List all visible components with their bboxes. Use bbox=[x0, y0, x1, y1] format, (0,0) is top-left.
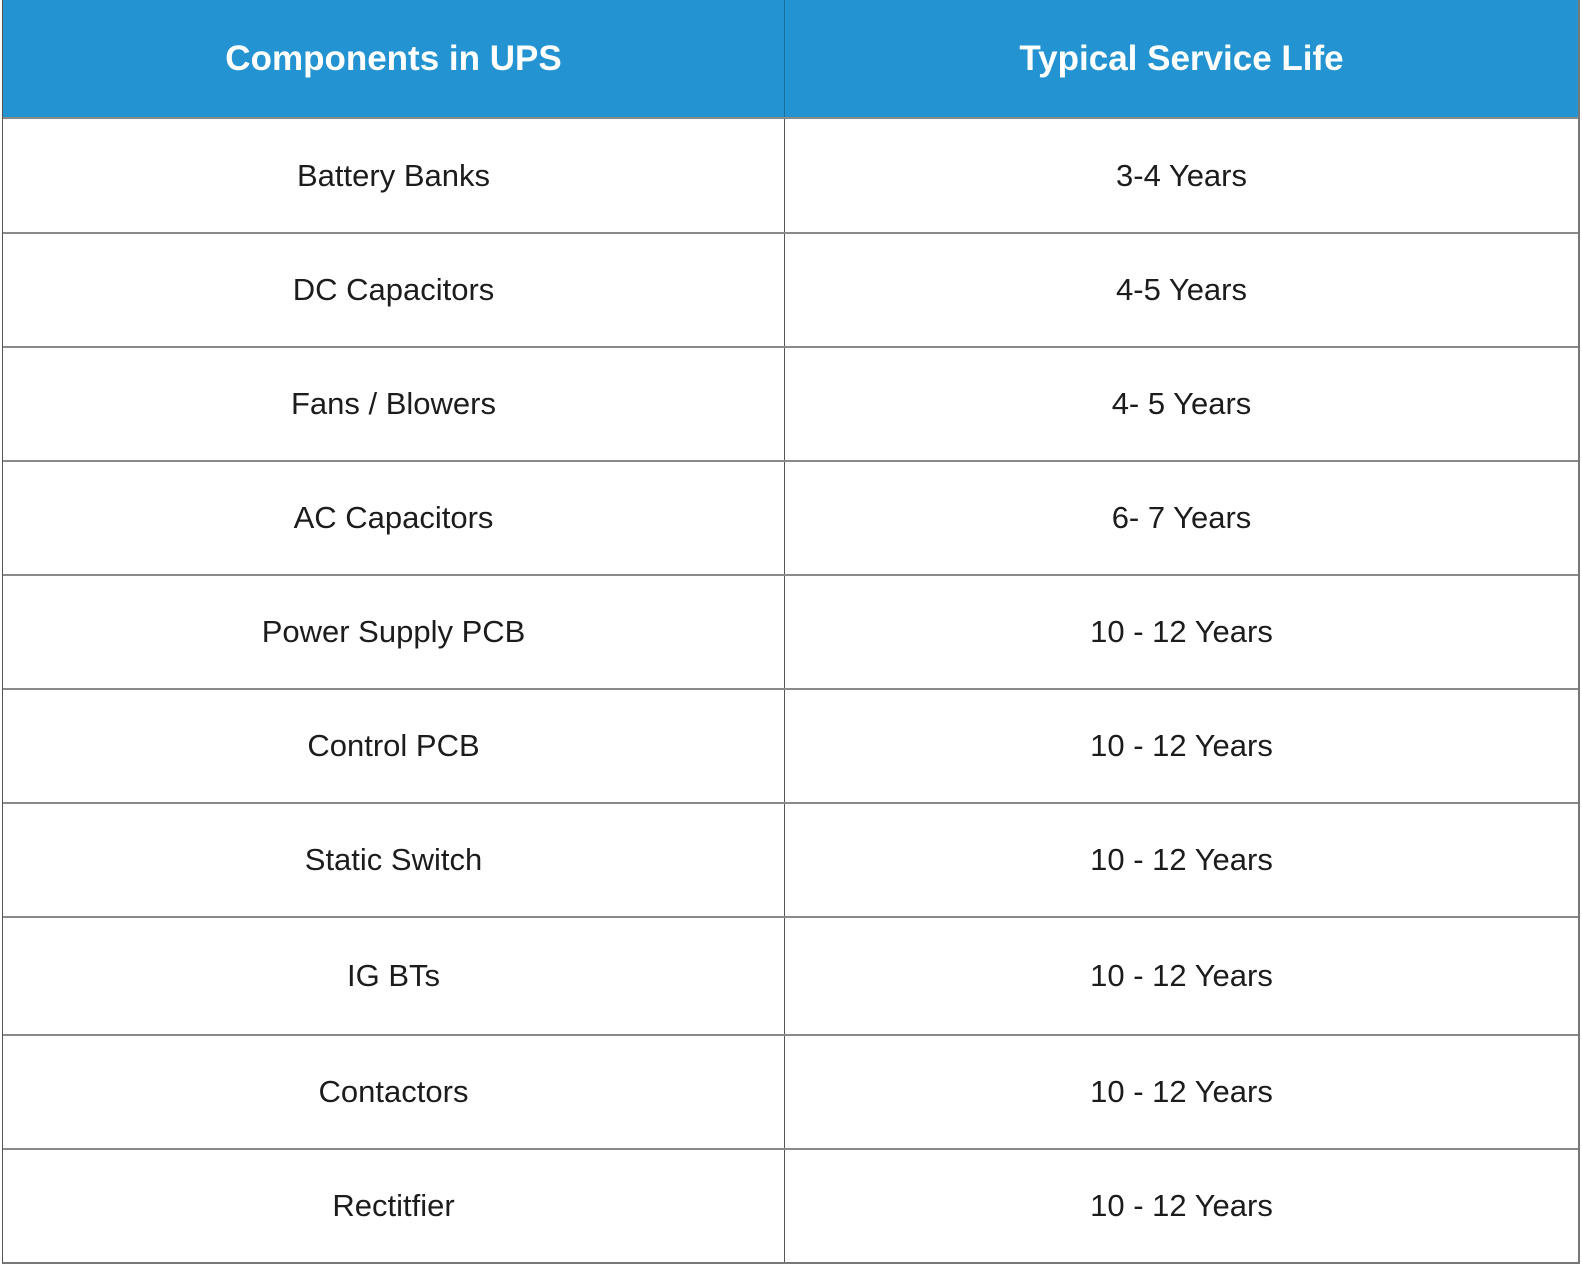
table-row: IG BTs 10 - 12 Years bbox=[3, 916, 1578, 1034]
table-row: Control PCB 10 - 12 Years bbox=[3, 688, 1578, 802]
service-life-cell: 10 - 12 Years bbox=[1090, 728, 1273, 763]
table-row: Power Supply PCB 10 - 12 Years bbox=[3, 574, 1578, 688]
component-cell: Fans / Blowers bbox=[3, 348, 785, 460]
table-header-row: Components in UPS Typical Service Life bbox=[3, 0, 1578, 117]
service-life-cell: 10 - 12 Years bbox=[1090, 1188, 1273, 1223]
service-life-cell: 10 - 12 Years bbox=[1090, 614, 1273, 649]
component-cell: Battery Banks bbox=[3, 119, 785, 232]
service-life-cell: 4-5 Years bbox=[1116, 272, 1247, 307]
component-cell: Contactors bbox=[3, 1036, 785, 1148]
component-cell: DC Capacitors bbox=[3, 234, 785, 346]
table-row: Contactors 10 - 12 Years bbox=[3, 1034, 1578, 1148]
service-life-cell: 3-4 Years bbox=[1116, 157, 1247, 193]
service-life-cell: 10 - 12 Years bbox=[1090, 958, 1273, 993]
table-row: Fans / Blowers 4- 5 Years bbox=[3, 346, 1578, 460]
header-components: Components in UPS bbox=[3, 0, 785, 117]
service-life-cell: 10 - 12 Years bbox=[1090, 1074, 1273, 1109]
service-life-cell: 6- 7 Years bbox=[1111, 500, 1252, 535]
component-cell: Rectitfier bbox=[3, 1150, 785, 1262]
table-row: Static Switch 10 - 12 Years bbox=[3, 802, 1578, 916]
component-cell: IG BTs bbox=[3, 918, 785, 1034]
table-row: AC Capacitors 6- 7 Years bbox=[3, 460, 1578, 574]
table-row: DC Capacitors 4-5 Years bbox=[3, 232, 1578, 346]
header-service-life: Typical Service Life bbox=[1019, 38, 1344, 78]
table-row: Battery Banks 3-4 Years bbox=[3, 117, 1578, 232]
service-life-cell: 4- 5 Years bbox=[1111, 386, 1252, 421]
component-cell: Static Switch bbox=[3, 804, 785, 916]
component-cell: Control PCB bbox=[3, 690, 785, 802]
service-life-cell: 10 - 12 Years bbox=[1090, 842, 1273, 877]
component-cell: AC Capacitors bbox=[3, 462, 785, 574]
table-row: Rectitfier 10 - 12 Years bbox=[3, 1148, 1578, 1262]
component-cell: Power Supply PCB bbox=[3, 576, 785, 688]
